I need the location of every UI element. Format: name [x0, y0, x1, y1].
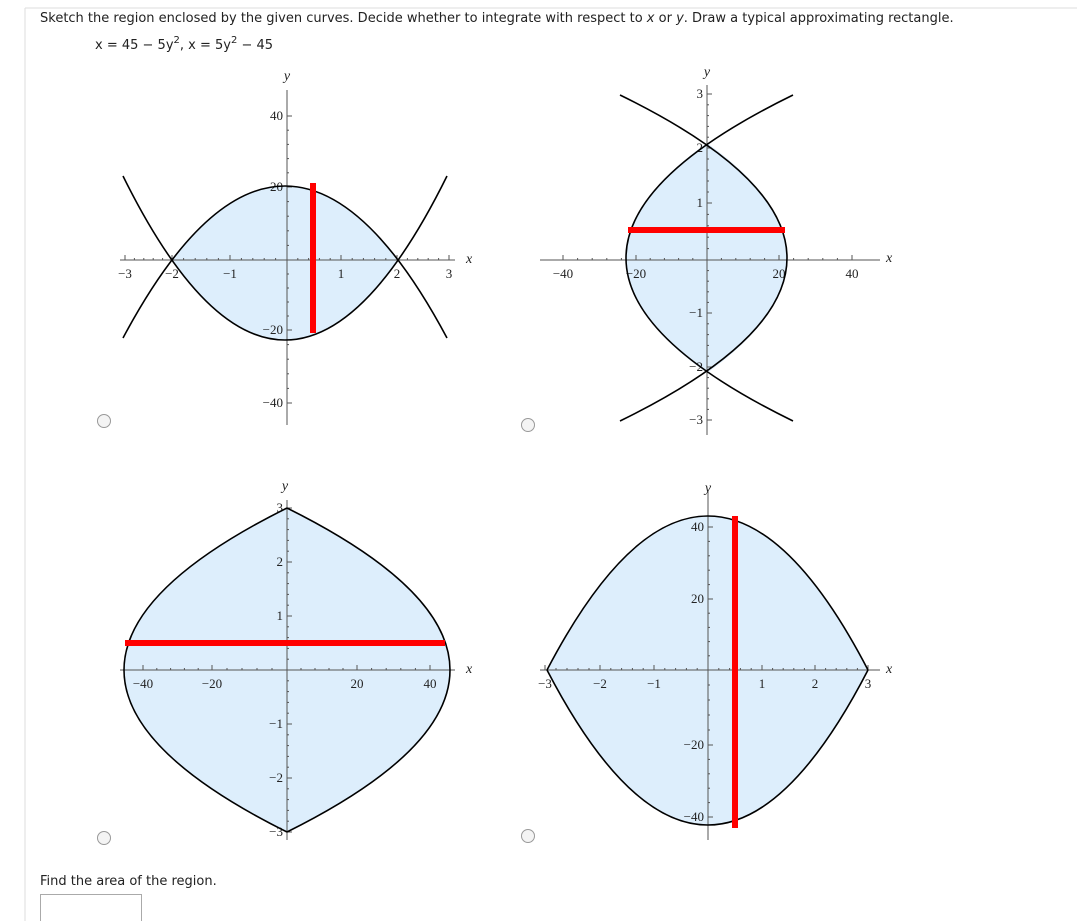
x-tick-label: 20 [773, 266, 786, 281]
y-tick-label: −1 [269, 716, 283, 731]
x-axis-label: x [885, 251, 893, 266]
curve [625, 94, 794, 422]
y-tick-label: 20 [691, 591, 704, 606]
y-tick-label: 1 [697, 195, 704, 210]
y-tick-label: −3 [689, 412, 703, 427]
y-tick-label: 40 [691, 519, 704, 534]
curve [286, 507, 451, 833]
y-tick-label: −40 [263, 395, 283, 410]
text: or [655, 11, 677, 26]
y-tick-label: 2 [697, 140, 704, 155]
x-tick-label: 2 [394, 266, 401, 281]
y-axis-label: y [702, 65, 711, 80]
text: − 45 [237, 38, 273, 53]
x-tick-label: −3 [118, 266, 132, 281]
y-tick-label: −20 [684, 737, 704, 752]
y-tick-label: −20 [263, 322, 283, 337]
radio-button[interactable] [97, 831, 111, 845]
text: Sketch the region enclosed by the given … [40, 11, 647, 26]
curve [123, 507, 288, 833]
y-tick-label: −2 [689, 359, 703, 374]
radio-button[interactable] [521, 418, 535, 432]
superscript: 2 [174, 35, 180, 46]
text: , x = 5y [180, 38, 231, 53]
approx-rectangle [628, 227, 785, 233]
x-tick-label: 1 [759, 676, 766, 691]
text: x [646, 11, 655, 26]
x-tick-label: −20 [202, 676, 222, 691]
x-tick-label: −1 [223, 266, 237, 281]
superscript: 2 [231, 35, 237, 46]
curve [619, 94, 788, 422]
y-tick-label: −1 [689, 305, 703, 320]
text: . Draw a typical approximating rectangle… [684, 11, 954, 26]
x-tick-label: 1 [338, 266, 345, 281]
y-axis-label: y [280, 479, 289, 494]
equation: x = 45 − 5y2, x = 5y2 − 45 [95, 35, 273, 53]
x-tick-label: 40 [846, 266, 859, 281]
x-axis-label: x [465, 662, 473, 677]
x-tick-label: −40 [133, 676, 153, 691]
y-tick-label: 40 [270, 108, 283, 123]
y-tick-label: 3 [277, 500, 284, 515]
text: y [675, 11, 684, 26]
x-axis-label: x [465, 252, 473, 267]
curve [122, 185, 448, 339]
x-tick-label: 2 [812, 676, 819, 691]
x-tick-label: −2 [593, 676, 607, 691]
text: x = 45 − 5y [95, 38, 174, 53]
x-tick-label: −40 [553, 266, 573, 281]
answer-input[interactable] [40, 894, 142, 921]
curve [546, 515, 869, 671]
x-tick-label: −3 [538, 676, 552, 691]
y-axis-label: y [282, 69, 291, 84]
approx-rectangle [125, 640, 445, 646]
radio-button[interactable] [521, 829, 535, 843]
x-tick-label: 40 [424, 676, 437, 691]
y-tick-label: −40 [684, 809, 704, 824]
y-axis-label: y [703, 481, 712, 496]
curve [122, 175, 448, 341]
y-tick-label: 1 [277, 608, 284, 623]
y-tick-label: 2 [277, 554, 284, 569]
x-axis-label: x [885, 662, 893, 677]
region [172, 186, 398, 340]
x-tick-label: −20 [626, 266, 646, 281]
curve [546, 669, 869, 826]
approx-rectangle [732, 516, 738, 828]
y-tick-label: 3 [697, 86, 704, 101]
radio-button[interactable] [97, 414, 111, 428]
prompt: Find the area of the region. [40, 874, 217, 889]
approx-rectangle [310, 183, 316, 333]
x-tick-label: 20 [351, 676, 364, 691]
y-tick-label: −2 [269, 770, 283, 785]
x-tick-label: 3 [446, 266, 453, 281]
x-tick-label: 3 [865, 676, 872, 691]
x-tick-label: −1 [647, 676, 661, 691]
x-tick-label: −2 [165, 266, 179, 281]
instructions: Sketch the region enclosed by the given … [40, 11, 954, 26]
